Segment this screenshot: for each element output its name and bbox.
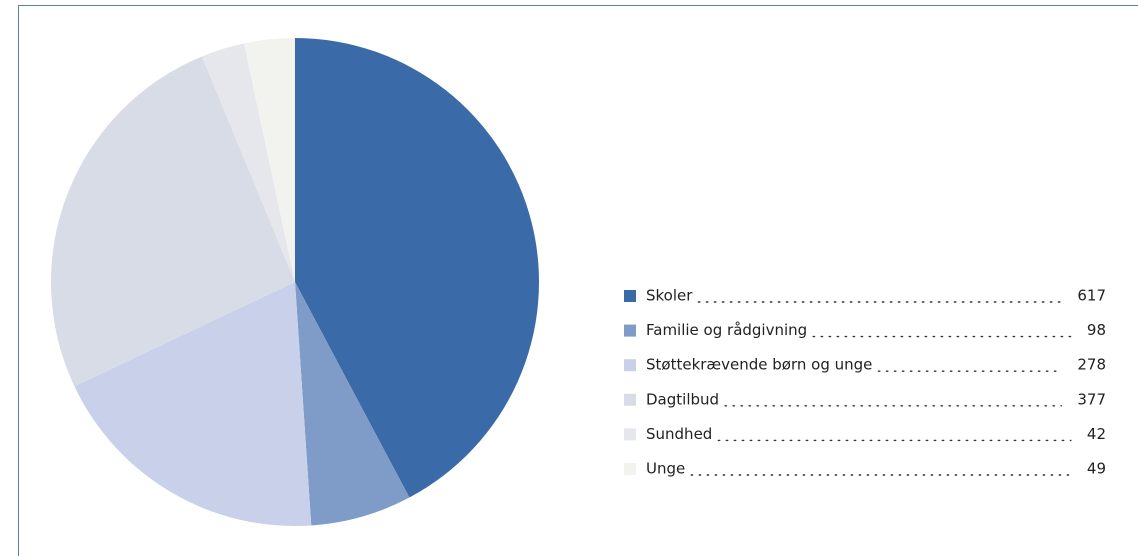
legend-label: Unge — [646, 460, 685, 478]
legend-value: 42 — [1087, 425, 1106, 443]
legend-swatch — [624, 359, 636, 372]
pie-slice — [243, 38, 295, 282]
legend-swatch — [624, 324, 636, 337]
pie-slice — [74, 282, 312, 526]
pie-slice — [201, 43, 295, 282]
legend-value: 278 — [1077, 356, 1106, 374]
legend-swatch — [624, 463, 636, 475]
pie-slice — [51, 56, 296, 387]
legend-value: 49 — [1087, 460, 1106, 478]
legend-label: Dagtilbud — [646, 390, 719, 408]
pie-slice — [295, 282, 410, 526]
legend-swatch — [624, 428, 636, 441]
frame — [18, 5, 1138, 556]
legend-value: 617 — [1077, 287, 1106, 305]
legend-label: Sundhed — [646, 425, 712, 443]
legend-value: 98 — [1087, 321, 1106, 339]
legend-label: Skoler — [646, 287, 693, 305]
legend-swatch — [624, 393, 636, 406]
pie-slice — [295, 38, 539, 498]
legend-value: 377 — [1077, 390, 1106, 408]
legend-label: Familie og rådgivning — [646, 321, 807, 339]
legend-label: Støttekrævende børn og unge — [646, 356, 872, 374]
legend-swatch — [624, 290, 636, 302]
